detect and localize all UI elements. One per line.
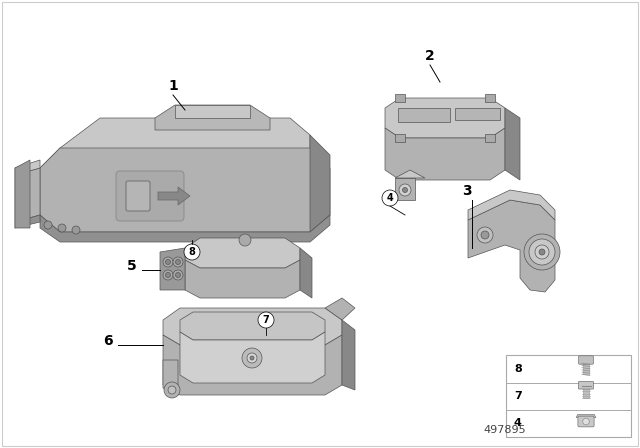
Circle shape [164, 382, 180, 398]
Circle shape [382, 190, 398, 206]
Polygon shape [468, 200, 555, 292]
Polygon shape [40, 148, 330, 232]
Circle shape [175, 272, 180, 277]
Circle shape [173, 270, 183, 280]
Circle shape [247, 353, 257, 363]
Circle shape [175, 259, 180, 264]
Circle shape [163, 270, 173, 280]
Text: 8: 8 [514, 364, 522, 374]
Polygon shape [175, 105, 250, 118]
FancyBboxPatch shape [116, 171, 184, 221]
Circle shape [477, 227, 493, 243]
Polygon shape [155, 105, 270, 130]
Circle shape [524, 234, 560, 270]
Circle shape [168, 386, 176, 394]
Polygon shape [385, 98, 505, 138]
Polygon shape [15, 215, 40, 228]
Circle shape [166, 259, 170, 264]
Polygon shape [163, 360, 178, 395]
Polygon shape [15, 168, 40, 222]
Circle shape [44, 221, 52, 229]
Circle shape [184, 244, 200, 260]
Text: 3: 3 [462, 184, 472, 198]
Circle shape [239, 234, 251, 246]
Bar [485, 134, 495, 142]
Polygon shape [300, 248, 312, 298]
FancyBboxPatch shape [579, 356, 593, 364]
Polygon shape [180, 332, 325, 383]
Polygon shape [163, 335, 342, 395]
Polygon shape [395, 178, 415, 200]
Bar [395, 134, 405, 142]
Text: 4: 4 [387, 193, 394, 203]
Polygon shape [395, 170, 425, 178]
Polygon shape [15, 160, 40, 175]
Text: 497895: 497895 [484, 425, 526, 435]
Polygon shape [310, 135, 330, 232]
Bar [506, 355, 631, 437]
Polygon shape [398, 108, 450, 122]
Circle shape [173, 257, 183, 267]
Polygon shape [40, 148, 60, 200]
Bar [583, 363, 589, 375]
Polygon shape [185, 238, 300, 268]
Text: 8: 8 [189, 247, 195, 257]
Polygon shape [158, 187, 190, 205]
Circle shape [403, 188, 408, 193]
Text: 6: 6 [103, 334, 113, 348]
Polygon shape [40, 215, 330, 242]
Circle shape [250, 356, 254, 360]
Polygon shape [505, 108, 520, 180]
Circle shape [529, 239, 555, 265]
Circle shape [166, 272, 170, 277]
Bar [485, 94, 495, 102]
Polygon shape [576, 414, 596, 418]
FancyBboxPatch shape [126, 181, 150, 211]
Circle shape [582, 418, 589, 425]
Polygon shape [160, 248, 185, 290]
Text: 5: 5 [127, 259, 137, 273]
Polygon shape [185, 260, 300, 298]
Bar [583, 388, 589, 398]
Text: 7: 7 [262, 315, 269, 325]
Text: 7: 7 [514, 391, 522, 401]
Circle shape [399, 184, 411, 196]
Polygon shape [468, 190, 555, 220]
Polygon shape [385, 128, 505, 180]
Text: 2: 2 [425, 49, 435, 63]
Circle shape [481, 231, 489, 239]
Polygon shape [15, 160, 30, 228]
Polygon shape [325, 298, 355, 320]
Polygon shape [60, 118, 310, 183]
Polygon shape [342, 320, 355, 390]
Bar [395, 94, 405, 102]
Circle shape [258, 312, 274, 328]
Circle shape [535, 245, 549, 259]
Polygon shape [180, 312, 325, 340]
Polygon shape [455, 108, 500, 120]
Text: 4: 4 [514, 418, 522, 428]
Circle shape [163, 257, 173, 267]
FancyBboxPatch shape [578, 416, 594, 427]
Circle shape [242, 348, 262, 368]
Text: 1: 1 [168, 79, 178, 93]
Circle shape [58, 224, 66, 232]
Polygon shape [163, 308, 342, 345]
Circle shape [72, 226, 80, 234]
FancyBboxPatch shape [579, 381, 593, 389]
Circle shape [539, 249, 545, 255]
